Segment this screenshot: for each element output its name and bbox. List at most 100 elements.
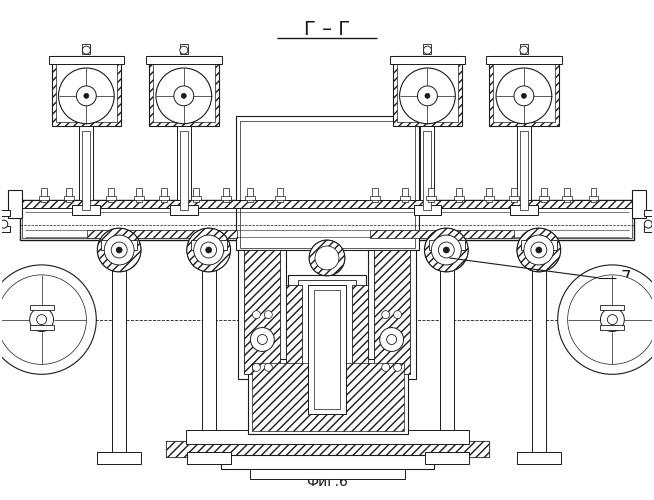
Circle shape [600,308,625,332]
Bar [308,285,346,414]
Circle shape [387,334,396,344]
Circle shape [180,46,188,54]
Bar [591,188,596,202]
Circle shape [382,364,390,372]
Circle shape [264,364,272,372]
Bar [510,205,538,215]
Circle shape [608,314,617,324]
Bar [247,188,253,202]
Bar [564,188,570,202]
Bar [426,452,469,464]
Bar [241,120,415,248]
Circle shape [558,265,654,374]
Bar [146,56,222,64]
Circle shape [520,46,528,54]
Bar [390,56,465,64]
Bar [486,56,562,64]
Bar [456,188,462,202]
Bar [314,290,340,409]
Circle shape [104,235,134,265]
Circle shape [0,265,96,374]
Bar [82,130,90,210]
Circle shape [58,68,114,124]
Circle shape [521,94,526,98]
Bar [153,60,215,122]
Bar [521,240,557,250]
Bar [286,285,302,364]
Bar [82,44,90,54]
Bar [239,250,286,380]
Circle shape [400,68,455,124]
Bar [180,130,188,210]
Bar [112,245,126,459]
Circle shape [205,247,212,253]
Circle shape [496,68,552,124]
Circle shape [29,308,54,332]
Bar [48,56,124,64]
Text: Г – Г: Г – Г [304,20,350,38]
Circle shape [536,247,542,253]
Circle shape [0,275,86,364]
Bar [56,60,117,122]
Bar [136,188,142,202]
Circle shape [258,334,267,344]
Bar [187,452,231,464]
Bar [298,280,356,380]
Bar [73,205,100,215]
Bar [39,196,48,200]
Bar [511,188,517,202]
Bar [8,190,22,218]
Bar [88,230,237,238]
Bar [541,188,547,202]
Bar [392,56,462,126]
Bar [161,188,167,202]
Text: 7: 7 [621,269,631,287]
Bar [644,226,654,232]
Bar [600,304,625,310]
Circle shape [380,328,404,351]
Circle shape [82,46,90,54]
Circle shape [97,228,141,272]
Bar [22,202,632,238]
Bar [180,44,188,54]
Circle shape [181,94,186,98]
Bar [97,452,141,464]
Bar [562,196,572,200]
Bar [159,196,169,200]
Bar [288,275,366,384]
Circle shape [252,310,260,318]
Bar [489,56,559,126]
Circle shape [77,86,96,106]
Bar [245,196,256,200]
Circle shape [425,94,430,98]
Circle shape [424,228,468,272]
Bar [517,452,560,464]
Circle shape [514,86,534,106]
Bar [250,469,405,478]
Circle shape [264,310,272,318]
Bar [520,44,528,54]
Circle shape [174,86,194,106]
Bar [222,188,228,202]
Circle shape [0,220,8,228]
Bar [421,126,434,210]
Circle shape [37,314,46,324]
Bar [166,441,489,457]
Bar [632,190,646,218]
Bar [52,56,121,126]
Bar [493,60,555,122]
Text: Фиг.6: Фиг.6 [306,474,348,488]
Bar [440,245,455,459]
Bar [191,240,226,250]
Circle shape [644,220,652,228]
Bar [166,441,489,457]
Bar [245,250,281,374]
Circle shape [309,240,345,276]
Bar [455,196,464,200]
Circle shape [116,247,122,253]
Circle shape [568,275,654,364]
Circle shape [111,242,127,258]
Bar [220,196,231,200]
Bar [101,240,137,250]
Bar [532,245,546,459]
